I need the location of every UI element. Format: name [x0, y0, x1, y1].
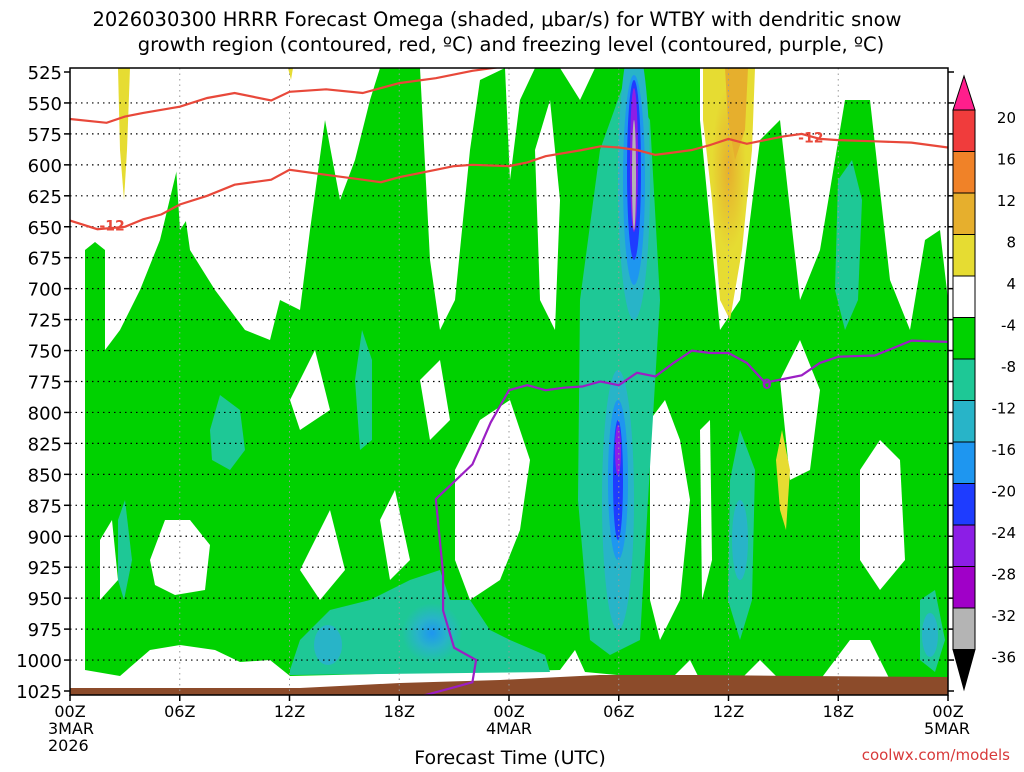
- y-tick-label: 975: [28, 620, 62, 641]
- colorbar-level-label: -12: [992, 400, 1017, 418]
- x-tick-label: 06Z: [603, 702, 634, 721]
- colorbar-level-label: 12: [997, 192, 1016, 210]
- x-tick-label: 00Z: [932, 702, 963, 721]
- y-tick-label: 575: [28, 125, 62, 146]
- y-tick-label: 775: [28, 373, 62, 394]
- x-date-label: 3MAR: [48, 719, 94, 738]
- y-tick-label: 800: [28, 403, 62, 424]
- colorbar-level-label: -36: [992, 649, 1017, 667]
- y-tick-label: 650: [28, 218, 62, 239]
- credit-label: coolwx.com/models: [862, 746, 1010, 764]
- contour-label: -12: [798, 131, 823, 147]
- chart-title-line2: growth region (contoured, red, ºC) and f…: [138, 33, 885, 56]
- y-tick-label: 925: [28, 558, 62, 579]
- contour-dgz-lower: [70, 132, 948, 231]
- colorbar: 20 16 12 8 4 -4 -8 -12 -16 -20 -24 -28 -32 -36: [952, 74, 1017, 692]
- x-date-label: 4MAR: [486, 719, 532, 738]
- colorbar-level-label: 16: [997, 151, 1016, 169]
- y-tick-label: 700: [28, 280, 62, 301]
- contour-label: 0: [762, 377, 772, 393]
- y-tick-label: 750: [28, 342, 62, 363]
- colorbar-top-arrow: [952, 74, 976, 111]
- colorbar-segment: [952, 109, 976, 152]
- colorbar-segment: [952, 400, 976, 443]
- x-tick-label: 00Z: [493, 702, 524, 721]
- colorbar-level-label: -24: [992, 524, 1017, 542]
- x-year-label: 2026: [48, 736, 89, 755]
- y-tick-label: 725: [28, 311, 62, 332]
- x-axis-title: Forecast Time (UTC): [414, 747, 605, 768]
- contour-dgz-upper: [70, 68, 502, 124]
- colorbar-level-label: -16: [992, 441, 1017, 459]
- x-tick-label: 12Z: [713, 702, 744, 721]
- colorbar-segment: [952, 358, 976, 401]
- colorbar-level-label: -32: [992, 607, 1017, 625]
- colorbar-segment: [952, 151, 976, 194]
- x-tick-label: 00Z: [54, 702, 85, 721]
- contour-label: -12: [99, 219, 124, 235]
- x-tick-label: 18Z: [384, 702, 415, 721]
- y-tick-label: 900: [28, 527, 62, 548]
- y-tick-label: 625: [28, 187, 62, 208]
- gridlines: [70, 68, 948, 695]
- x-tick-label: 18Z: [823, 702, 854, 721]
- colorbar-level-label: -20: [992, 483, 1017, 501]
- y-tick-label: 600: [28, 156, 62, 177]
- y-tick-label: 1000: [16, 651, 62, 672]
- y-tick-label: 850: [28, 465, 62, 486]
- y-tick-label: 675: [28, 249, 62, 270]
- colorbar-level-label: 8: [1006, 234, 1016, 252]
- y-tick-label: 550: [28, 94, 62, 115]
- y-tick-label: 875: [28, 496, 62, 517]
- colorbar-level-label: -8: [1001, 358, 1016, 376]
- colorbar-segment: [952, 275, 976, 318]
- chart-title-line1: 2026030300 HRRR Forecast Omega (shaded, …: [93, 8, 902, 31]
- colorbar-segment: [952, 441, 976, 484]
- colorbar-segment: [952, 566, 976, 609]
- y-tick-label: 825: [28, 434, 62, 455]
- x-tick-label: 12Z: [274, 702, 305, 721]
- contour-freezing-level: [421, 339, 948, 695]
- colorbar-segment: [952, 524, 976, 567]
- contour-lines: -12 -12 0: [70, 68, 948, 695]
- colorbar-segment: [952, 192, 976, 235]
- colorbar-level-label: -28: [992, 566, 1017, 584]
- colorbar-level-label: 20: [997, 109, 1016, 127]
- y-tick-label: 525: [28, 63, 62, 84]
- x-tick-label: 06Z: [164, 702, 195, 721]
- colorbar-segment: [952, 317, 976, 360]
- y-tick-label: 950: [28, 589, 62, 610]
- y-tick-label: 1025: [16, 682, 62, 703]
- colorbar-level-label: -4: [1001, 317, 1016, 335]
- colorbar-level-label: 4: [1006, 275, 1016, 293]
- colorbar-segment: [952, 607, 976, 650]
- colorbar-segment: [952, 483, 976, 526]
- x-date-label: 5MAR: [924, 719, 970, 738]
- colorbar-segment: [952, 234, 976, 277]
- colorbar-bottom-arrow: [952, 649, 976, 692]
